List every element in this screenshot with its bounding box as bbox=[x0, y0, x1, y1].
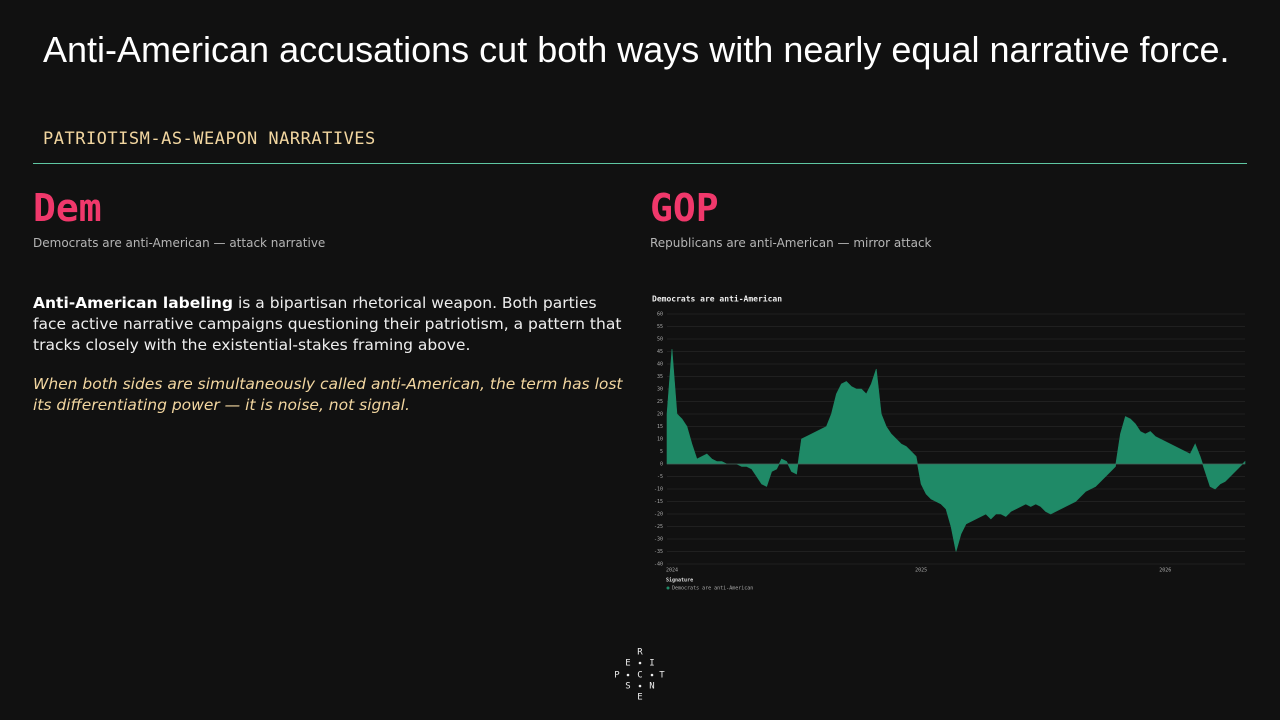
y-tick-label: 25 bbox=[657, 399, 663, 405]
x-tick-label: 2025 bbox=[915, 568, 927, 574]
logo-letter: I bbox=[649, 659, 654, 669]
y-tick-label: 40 bbox=[657, 362, 663, 368]
legend-title: Signature bbox=[666, 578, 693, 584]
logo-letter: E bbox=[625, 659, 630, 669]
y-tick-label: -10 bbox=[654, 487, 663, 493]
area bbox=[666, 348, 1246, 552]
y-tick-label: 50 bbox=[657, 337, 663, 343]
y-tick-label: -15 bbox=[654, 499, 663, 505]
y-tick-label: -25 bbox=[654, 524, 663, 530]
right-heading: GOP bbox=[650, 186, 719, 230]
x-tick-label: 2024 bbox=[666, 568, 678, 574]
logo-dot bbox=[638, 684, 642, 688]
paragraph-text: is a bipartisan rhetorical weapon. Both … bbox=[33, 294, 622, 354]
logo-letter: S bbox=[625, 682, 630, 692]
bold-lead: Anti-American labeling bbox=[33, 294, 234, 312]
y-tick-label: -5 bbox=[657, 474, 663, 480]
logo-letter: R bbox=[637, 648, 643, 658]
logo-letter: N bbox=[649, 682, 654, 692]
logo-dot bbox=[650, 673, 654, 677]
slide-title: Anti-American accusations cut both ways … bbox=[43, 29, 1230, 70]
y-tick-label: -35 bbox=[654, 549, 663, 555]
logo-letter: T bbox=[659, 671, 665, 681]
x-tick-label: 2026 bbox=[1159, 568, 1171, 574]
body-paragraph: Anti-American labeling is a bipartisan r… bbox=[33, 293, 633, 356]
y-tick-label: 0 bbox=[660, 462, 663, 468]
legend-swatch bbox=[666, 586, 670, 590]
logo-letter: E bbox=[637, 693, 642, 703]
y-tick-label: -30 bbox=[654, 537, 663, 543]
divider bbox=[33, 163, 1247, 164]
chart-title: Democrats are anti-American bbox=[652, 294, 782, 304]
y-tick-label: 35 bbox=[657, 374, 663, 380]
y-tick-label: 55 bbox=[657, 324, 663, 330]
logo-dot bbox=[638, 661, 642, 665]
slide-subtitle: PATRIOTISM-AS-WEAPON NARRATIVES bbox=[43, 129, 376, 149]
legend-label: Democrats are anti-American bbox=[672, 586, 753, 592]
quote: When both sides are simultaneously calle… bbox=[33, 375, 623, 414]
left-caption: Democrats are anti-American — attack nar… bbox=[33, 236, 326, 250]
y-tick-label: -40 bbox=[654, 562, 663, 568]
y-tick-label: 60 bbox=[657, 312, 663, 318]
y-tick-label: 5 bbox=[660, 449, 663, 455]
right-caption: Republicans are anti-American — mirror a… bbox=[650, 236, 932, 250]
y-tick-label: -20 bbox=[654, 512, 663, 518]
left-heading: Dem bbox=[33, 186, 102, 230]
logo-letter: P bbox=[614, 671, 620, 681]
y-tick-label: 20 bbox=[657, 412, 663, 418]
y-tick-label: 45 bbox=[657, 349, 663, 355]
y-tick-label: 30 bbox=[657, 387, 663, 393]
y-tick-label: 10 bbox=[657, 437, 663, 443]
logo-dot bbox=[626, 673, 630, 677]
logo-letter: C bbox=[637, 671, 642, 681]
y-tick-label: 15 bbox=[657, 424, 663, 430]
